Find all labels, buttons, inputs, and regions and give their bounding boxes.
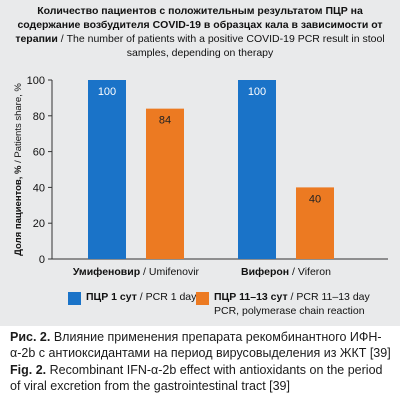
y-tick-label: 40 (33, 182, 45, 194)
x-category-label-en: / Viferon (289, 266, 331, 278)
figure-panel: Количество пациентов с положительным рез… (0, 0, 400, 326)
legend-note: PCR, polymerase chain reaction (214, 304, 365, 317)
x-category-label-ru: Виферон (241, 266, 289, 278)
bar-day11-0 (146, 108, 184, 259)
chart-title-en: The number of patients with a positive C… (66, 33, 385, 59)
bar-day1-0 (88, 80, 126, 259)
caption-ru-text: Влияние применения препарата рекомбинант… (10, 330, 391, 360)
caption-en-label: Fig. 2. (10, 363, 47, 377)
legend-label-day1-en: PCR 1 day (145, 291, 197, 303)
legend-swatch-day1 (68, 292, 81, 305)
y-tick-label: 100 (27, 75, 45, 87)
legend-label-day11-en: PCR 11–13 day (296, 291, 370, 303)
y-tick-label: 60 (33, 147, 45, 159)
x-category-label: Виферон / Viferon (241, 266, 331, 278)
legend-label-day1-ru: ПЦР 1 сут (86, 291, 137, 303)
x-category-label-ru: Умифеновир (73, 266, 140, 278)
caption-ru: Рис. 2. Влияние применения препарата рек… (10, 330, 394, 361)
y-tick-label: 80 (33, 111, 45, 123)
legend-swatch-day11 (196, 292, 209, 305)
y-axis-title-en: / Patients share, % (13, 83, 24, 166)
y-tick-label: 0 (39, 254, 45, 266)
chart-title-ru: Количество пациентов с положительным рез… (15, 5, 383, 45)
bar-day11-1 (296, 187, 334, 259)
x-category-label-en: / Umifenovir (140, 266, 199, 278)
legend-item-day11: ПЦР 11–13 сут / PCR 11–13 day PCR, polym… (214, 291, 370, 317)
chart-title: Количество пациентов с положительным рез… (15, 5, 385, 59)
y-tick-label: 20 (33, 218, 45, 230)
bar-value-label: 100 (248, 86, 266, 98)
legend-item-day1: ПЦР 1 сут / PCR 1 day (86, 291, 197, 303)
bar-day1-1 (238, 80, 276, 259)
bar-value-label: 100 (98, 86, 116, 98)
y-axis-title: Доля пациентов, % / Patients share, % (13, 83, 24, 256)
figure-caption: Рис. 2. Влияние применения препарата рек… (10, 330, 394, 396)
caption-ru-label: Рис. 2. (10, 330, 51, 344)
caption-en: Fig. 2. Recombinant IFN-α-2b effect with… (10, 363, 394, 394)
bar-value-label: 84 (159, 115, 171, 127)
caption-en-text: Recombinant IFN-α-2b effect with antioxi… (10, 363, 383, 393)
legend-label-day11-ru: ПЦР 11–13 сут (214, 291, 288, 303)
x-category-label: Умифеновир / Umifenovir (73, 266, 200, 278)
bar-value-label: 40 (309, 193, 321, 205)
y-axis-title-ru: Доля пациентов, % (13, 165, 24, 256)
